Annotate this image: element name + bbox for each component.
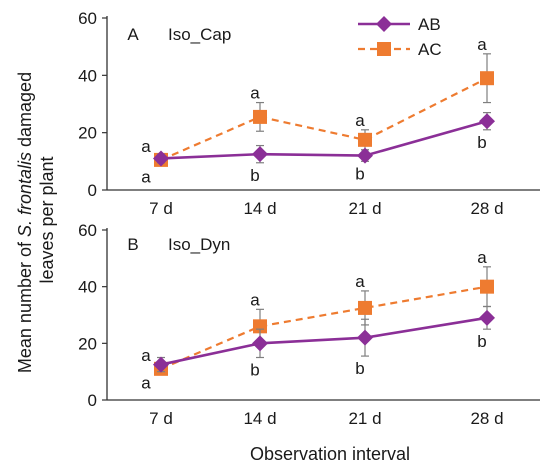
- data-point-ac: [358, 300, 372, 315]
- y-tick-label: 20: [78, 124, 97, 143]
- panel-name: Iso_Cap: [168, 25, 231, 44]
- significance-label-ab: b: [477, 133, 486, 152]
- significance-label-ab: b: [250, 166, 259, 185]
- significance-label-ab: b: [355, 359, 364, 378]
- significance-label-ac: a: [477, 248, 487, 267]
- panel-letter: B: [127, 235, 138, 254]
- y-axis-title-suffix: damaged: [15, 72, 35, 152]
- data-point-ac: [358, 132, 372, 147]
- significance-label-ac: a: [355, 111, 365, 130]
- data-point-ab: [252, 146, 268, 163]
- y-axis-title: Mean number of S. frontalis damaged leav…: [15, 67, 57, 373]
- significance-label-ac: a: [250, 290, 260, 309]
- x-tick-label: 7 d: [149, 409, 173, 428]
- significance-label-ac: a: [250, 84, 260, 103]
- panel-letter: A: [127, 25, 139, 44]
- data-point-ab: [252, 335, 268, 352]
- significance-label-ab: a: [141, 167, 151, 186]
- y-tick-label: 60: [78, 9, 97, 28]
- y-tick-label: 40: [78, 278, 97, 297]
- y-tick-label: 0: [88, 181, 97, 200]
- x-tick-label: 21 d: [348, 199, 381, 218]
- x-tick-label: 7 d: [149, 199, 173, 218]
- data-point-ac: [480, 279, 494, 294]
- data-point-ab: [479, 309, 495, 326]
- significance-label-ab: b: [477, 332, 486, 351]
- y-tick-label: 60: [78, 221, 97, 240]
- x-tick-label: 28 d: [470, 199, 503, 218]
- series-line-ac: [160, 285, 488, 370]
- x-tick-label: 28 d: [470, 409, 503, 428]
- x-tick-label: 14 d: [243, 409, 276, 428]
- legend-marker-ab: [376, 16, 392, 32]
- y-tick-label: 20: [78, 334, 97, 353]
- y-tick-label: 40: [78, 66, 97, 85]
- significance-label-ac: a: [141, 137, 151, 156]
- significance-label-ac: a: [355, 272, 365, 291]
- data-point-ac: [480, 71, 494, 86]
- data-point-ab: [357, 329, 373, 346]
- data-point-ab: [153, 356, 169, 373]
- significance-label-ab: b: [355, 164, 364, 183]
- x-tick-label: 14 d: [243, 199, 276, 218]
- y-axis-title-prefix: Mean number of: [15, 237, 35, 373]
- series-line-ac: [160, 77, 488, 161]
- data-point-ab: [153, 150, 169, 167]
- legend-label-ab: AB: [418, 15, 441, 34]
- legend-label-ac: AC: [418, 40, 442, 59]
- x-axis-title: Observation interval: [250, 444, 410, 464]
- panel-name: Iso_Dyn: [168, 235, 230, 254]
- series-line-ab: [160, 119, 488, 160]
- significance-label-ac: a: [141, 346, 151, 365]
- significance-label-ab: b: [250, 361, 259, 380]
- y-tick-label: 0: [88, 391, 97, 410]
- series-line-ab: [160, 316, 488, 366]
- significance-label-ac: a: [477, 35, 487, 54]
- legend-marker-ac: [377, 42, 391, 56]
- data-point-ac: [253, 319, 267, 334]
- data-point-ac: [253, 109, 267, 124]
- significance-label-ab: a: [141, 374, 151, 393]
- y-axis-title-line2: leaves per plant: [37, 156, 57, 283]
- x-tick-label: 21 d: [348, 409, 381, 428]
- data-point-ab: [357, 147, 373, 164]
- y-axis-title-species: S. frontalis: [15, 152, 35, 237]
- data-point-ab: [479, 113, 495, 130]
